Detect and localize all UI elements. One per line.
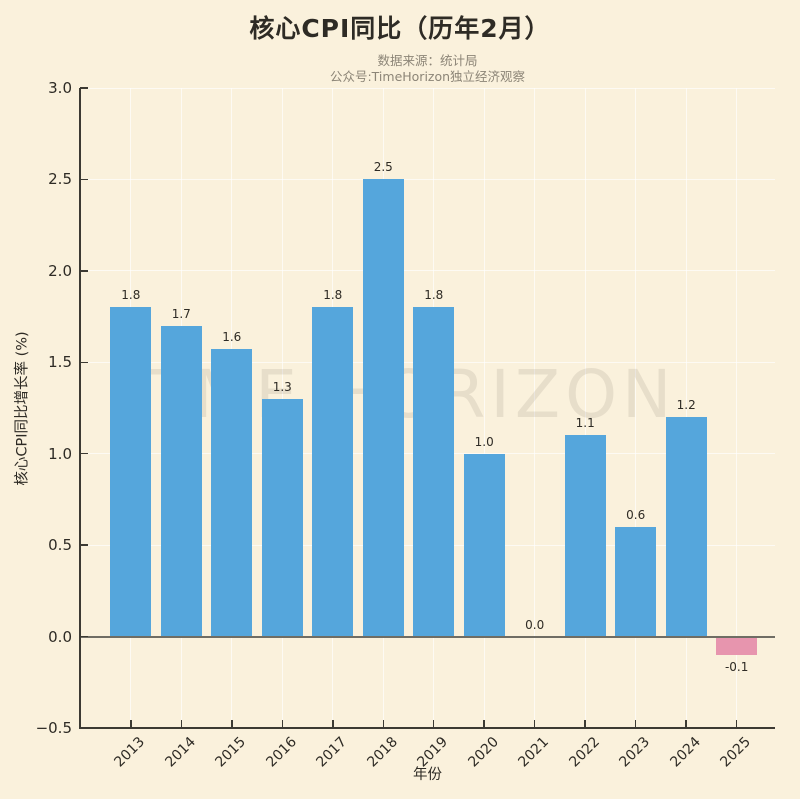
x-tick bbox=[584, 720, 586, 728]
bar-2023 bbox=[615, 526, 657, 637]
bar-2014 bbox=[160, 325, 202, 637]
bar-value-label: 1.8 bbox=[323, 288, 343, 303]
gridline-vertical bbox=[635, 88, 637, 728]
bar-2017 bbox=[312, 307, 354, 637]
gridline-vertical bbox=[483, 88, 485, 728]
y-axis-spine bbox=[79, 88, 81, 729]
chart-subtitle-source: 数据来源：统计局 bbox=[377, 53, 478, 68]
y-tick bbox=[80, 178, 88, 181]
y-tick bbox=[80, 727, 88, 729]
bar-value-label: 1.8 bbox=[121, 288, 141, 303]
bar-value-label: 2.5 bbox=[373, 160, 393, 175]
x-tick bbox=[432, 720, 435, 728]
y-tick-label: 2.0 bbox=[48, 261, 72, 280]
gridline-horizontal bbox=[80, 178, 775, 180]
y-tick bbox=[80, 635, 88, 638]
bar-value-label: 1.7 bbox=[171, 306, 191, 321]
bar-value-label: 0.0 bbox=[525, 617, 545, 632]
x-tick bbox=[735, 720, 738, 728]
y-tick-label: 3.0 bbox=[48, 79, 72, 97]
x-tick bbox=[231, 720, 233, 728]
x-tick bbox=[332, 720, 334, 728]
y-tick-label: 1.5 bbox=[48, 353, 72, 372]
y-tick-label: 0.0 bbox=[48, 627, 72, 646]
gridline-vertical bbox=[534, 88, 536, 728]
bar-value-label: 0.6 bbox=[626, 507, 646, 522]
bar-value-label: 1.2 bbox=[676, 398, 696, 413]
y-tick-label: 1.0 bbox=[48, 444, 72, 463]
bar-value-label: 1.6 bbox=[222, 330, 242, 345]
y-tick bbox=[80, 361, 88, 364]
bar-value-label: 1.0 bbox=[474, 434, 494, 449]
bar-2018 bbox=[362, 179, 404, 637]
x-tick bbox=[281, 720, 284, 728]
x-tick bbox=[634, 720, 637, 728]
gridline-horizontal bbox=[80, 270, 775, 272]
y-tick-label: −0.5 bbox=[35, 719, 72, 737]
bar-2016 bbox=[261, 398, 303, 637]
x-tick bbox=[180, 720, 183, 728]
x-tick bbox=[130, 720, 132, 728]
gridline-vertical bbox=[736, 88, 738, 728]
bar-value-label: -0.1 bbox=[724, 659, 749, 674]
x-tick bbox=[533, 720, 536, 728]
x-axis-title: 年份 bbox=[413, 767, 442, 783]
gridline-horizontal bbox=[80, 87, 775, 89]
bar-2025 bbox=[716, 636, 758, 655]
y-tick bbox=[80, 452, 88, 455]
zero-line bbox=[80, 635, 775, 638]
bar-value-label: 1.1 bbox=[575, 416, 595, 431]
y-tick bbox=[80, 270, 88, 272]
bar-2015 bbox=[211, 349, 253, 637]
chart-subtitle-account: 公众号:TimeHorizon独立经济观察 bbox=[329, 69, 526, 84]
bar-value-label: 1.3 bbox=[272, 379, 292, 394]
x-tick bbox=[685, 720, 687, 728]
x-tick bbox=[382, 720, 384, 728]
chart-title: 核心CPI同比（历年2月） bbox=[249, 14, 551, 43]
x-tick bbox=[483, 720, 485, 728]
bar-2022 bbox=[564, 435, 606, 637]
bar-2013 bbox=[110, 307, 152, 637]
y-tick-label: 2.5 bbox=[48, 170, 72, 189]
bar-2019 bbox=[413, 307, 455, 637]
gridline-vertical bbox=[685, 88, 687, 728]
y-tick bbox=[80, 87, 88, 89]
x-axis-spine bbox=[79, 727, 775, 729]
bar-2024 bbox=[665, 417, 707, 637]
y-tick-label: 0.5 bbox=[48, 536, 72, 555]
y-tick bbox=[80, 544, 88, 546]
gridline-vertical bbox=[584, 88, 586, 728]
bar-2020 bbox=[463, 453, 505, 637]
bar-value-label: 1.8 bbox=[424, 288, 444, 303]
